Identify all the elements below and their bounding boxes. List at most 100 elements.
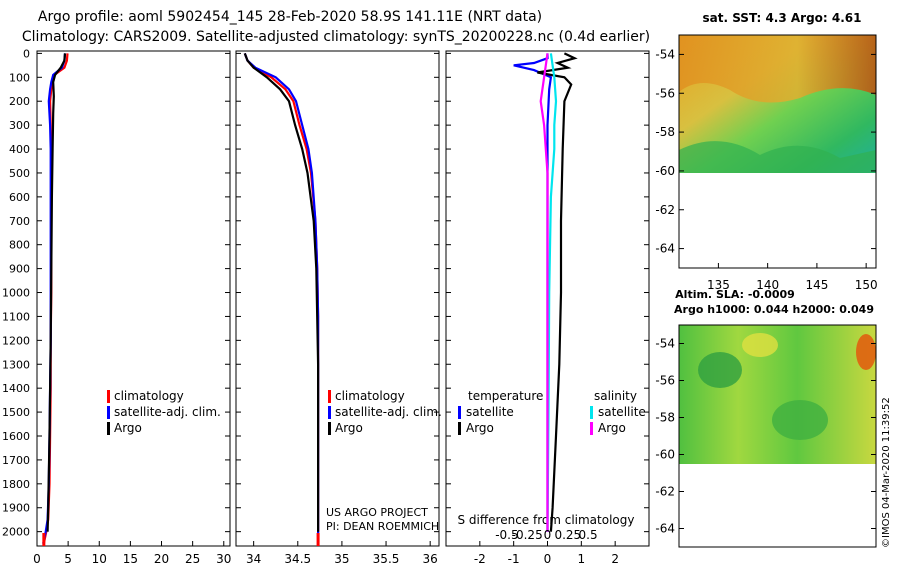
sla-ytick-label: -60 <box>655 448 675 462</box>
sst-xtick-label: 135 <box>707 278 730 292</box>
sal-legend-swatch <box>328 422 331 435</box>
depth-tick-label: 1100 <box>2 310 30 323</box>
header-line2: Climatology: CARS2009. Satellite-adjuste… <box>22 29 650 45</box>
sla-low-region <box>698 352 742 388</box>
credit-label: ©IMOS 04-Mar-2020 11:39:52 <box>881 397 892 548</box>
temp-legend-label: satellite-adj. clim. <box>114 405 221 419</box>
sst-ytick-label: -56 <box>655 86 675 100</box>
sal-xtick-label: 35 <box>334 552 349 566</box>
diff-legend-swatch <box>458 406 461 419</box>
sst-frame <box>678 34 877 269</box>
depth-tick-label: 1300 <box>2 358 30 371</box>
temp-legend-label: Argo <box>114 421 142 435</box>
temp-xtick-label: 15 <box>123 552 138 566</box>
depth-tick-label: 600 <box>9 191 30 204</box>
temp-legend-swatch <box>107 390 110 403</box>
depth-tick-label: 1500 <box>2 406 30 419</box>
temp-plot-frame <box>36 50 231 547</box>
diff-xtick-label: 0 <box>544 552 552 566</box>
temp-legend-label: climatology <box>114 389 184 403</box>
sst-ytick-label: -58 <box>655 125 675 139</box>
sal-series-line <box>243 53 320 532</box>
depth-tick-label: 500 <box>9 167 30 180</box>
diff-legend-swatch <box>458 422 461 435</box>
sst-warm-region <box>679 35 876 103</box>
diff-profile-panel: S difference from climatology -2 -1 0 1 2 -0.… <box>445 50 650 566</box>
sst-ytick-label: -62 <box>655 203 675 217</box>
temp-xtick-label: 10 <box>92 552 107 566</box>
sal-legend-label: Argo <box>335 421 363 435</box>
sst-map: sat. SST: 4.3 Argo: 4.61 -54 -56 -58 -60 -62… <box>655 11 877 292</box>
sal-bottom-marker <box>316 533 320 546</box>
sst-title: sat. SST: 4.3 Argo: 4.61 <box>702 11 861 25</box>
sst-xtick-label: 145 <box>805 278 828 292</box>
diff-legend-swatch <box>590 422 593 435</box>
diff-xtick-label: 2 <box>611 552 619 566</box>
sla-ytick-label: -58 <box>655 411 675 425</box>
sst-ytick-label: -54 <box>655 47 675 61</box>
sal-series-line <box>243 53 320 544</box>
depth-tick-label: 300 <box>9 119 30 132</box>
header-line1: Argo profile: aoml 5902454_145 28-Feb-20… <box>38 9 542 25</box>
temp-xtick-label: 5 <box>64 552 72 566</box>
sla-subtitle: Argo h1000: 0.044 h2000: 0.049 <box>674 303 874 316</box>
temp-series-line <box>46 53 67 532</box>
diff-series-line <box>539 53 549 532</box>
diff-title: S difference from climatology <box>458 513 635 527</box>
sla-ytick-label: -54 <box>655 337 675 351</box>
diff-series-line <box>513 53 553 532</box>
sal-legend-swatch <box>328 406 331 419</box>
depth-tick-label: 100 <box>9 71 30 84</box>
diff-salinity-tick-label: -0.5 <box>495 528 518 542</box>
diff-xtick-label: -2 <box>474 552 486 566</box>
depth-tick-label: 1400 <box>2 382 30 395</box>
depth-tick-label: 2000 <box>2 526 30 539</box>
temp-legend-swatch <box>107 406 110 419</box>
temp-series-line <box>42 53 67 544</box>
diff-legend-title: temperature <box>468 389 543 403</box>
diff-legend-label: satellite <box>466 405 514 419</box>
diff-series-line <box>546 53 558 532</box>
temp-bottom-marker <box>42 533 46 546</box>
sla-map: Altim. SLA: -0.0009 Argo h1000: 0.044 h2… <box>655 288 877 548</box>
depth-tick-label: 1200 <box>2 334 30 347</box>
diff-xtick-label: 1 <box>578 552 586 566</box>
temp-xtick-label: 30 <box>216 552 231 566</box>
sal-xtick-label: 34 <box>246 552 261 566</box>
temp-series-line <box>42 53 69 544</box>
sst-ytick-label: -60 <box>655 164 675 178</box>
diff-xtick-label: -1 <box>508 552 520 566</box>
diff-salinity-tick-label: -0.25 <box>512 528 543 542</box>
sst-xtick-label: 140 <box>756 278 779 292</box>
sst-xtick-label: 150 <box>855 278 878 292</box>
temp-xtick-label: 20 <box>154 552 169 566</box>
diff-salinity-tick-label: 0.5 <box>579 528 598 542</box>
sla-low-region <box>772 400 828 440</box>
diff-legend-label: satellite <box>598 405 646 419</box>
depth-tick-label: 1700 <box>2 454 30 467</box>
project-label: US ARGO PROJECT <box>326 506 428 519</box>
depth-tick-label: 0 <box>23 47 30 60</box>
depth-tick-label: 900 <box>9 263 30 276</box>
sla-field <box>679 325 876 464</box>
pi-label: PI: DEAN ROEMMICH <box>326 520 439 533</box>
sal-legend-swatch <box>328 390 331 403</box>
sla-ytick-label: -62 <box>655 485 675 499</box>
diff-series-line <box>537 52 578 532</box>
sla-high-region <box>856 334 876 370</box>
temp-profile-panel: 0 5 10 15 20 25 30 climatology satellite-adj. cl… <box>33 50 231 566</box>
depth-tick-label: 1900 <box>2 502 30 515</box>
sal-xtick-label: 35.5 <box>373 552 400 566</box>
sal-series-line <box>243 53 320 544</box>
depth-tick-label: 800 <box>9 239 30 252</box>
diff-salinity-tick-label: 0.25 <box>554 528 581 542</box>
depth-tick-label: 700 <box>9 215 30 228</box>
sst-ytick-label: -64 <box>655 242 675 256</box>
sla-ytick-label: -56 <box>655 374 675 388</box>
depth-axis: 0 100 200 300 400 500 600 700 800 900 1000 1100 1200… <box>2 47 30 538</box>
sst-cold-region <box>679 141 876 173</box>
sla-title: Altim. SLA: -0.0009 <box>675 288 795 301</box>
diff-legend-label: Argo <box>598 421 626 435</box>
diff-legend-swatch <box>590 406 593 419</box>
